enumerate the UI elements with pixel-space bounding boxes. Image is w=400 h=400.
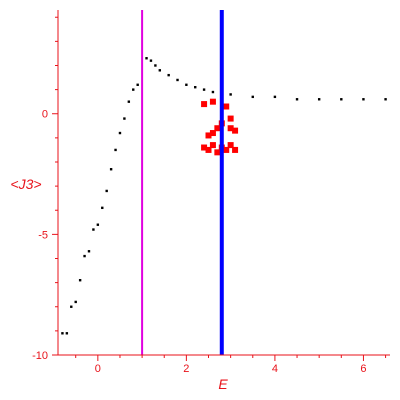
data-point-s1-2 <box>209 142 216 149</box>
x-tick-label-6: 6 <box>360 363 366 375</box>
data-point-s0-19 <box>149 59 153 62</box>
data-point-s0-24 <box>185 83 188 86</box>
data-point-s0-14 <box>123 117 126 120</box>
data-point-s1-13 <box>232 127 239 134</box>
data-point-s0-7 <box>92 228 95 231</box>
data-point-s1-3 <box>214 149 221 156</box>
data-point-s0-21 <box>158 69 162 72</box>
y-tick-label--5: -5 <box>38 229 48 241</box>
data-point-s1-0 <box>201 144 208 151</box>
data-point-s1-5 <box>223 146 230 153</box>
data-point-s0-1 <box>65 332 69 335</box>
x-tick-label-0: 0 <box>95 363 101 375</box>
data-point-s0-20 <box>154 64 157 67</box>
data-point-s1-14 <box>201 101 208 108</box>
data-point-s0-3 <box>74 300 77 304</box>
x-tick-label-4: 4 <box>272 363 278 375</box>
data-point-s0-33 <box>340 98 343 101</box>
data-point-s0-28 <box>229 93 232 96</box>
data-point-s0-13 <box>118 131 122 135</box>
data-point-s0-31 <box>295 98 299 101</box>
data-point-s0-8 <box>96 223 100 226</box>
y-tick-label-0: 0 <box>42 109 48 121</box>
data-point-s0-22 <box>167 73 170 77</box>
data-point-s0-32 <box>317 98 321 101</box>
y-tick-label--10: -10 <box>32 350 48 362</box>
data-point-s1-12 <box>227 125 234 132</box>
data-point-s0-5 <box>83 254 86 258</box>
data-point-s0-2 <box>70 305 73 308</box>
data-point-s1-8 <box>205 132 212 139</box>
data-point-s0-11 <box>109 168 113 171</box>
data-point-s0-27 <box>211 90 215 94</box>
reference-lines-layer <box>141 10 224 355</box>
data-point-s1-16 <box>223 103 230 110</box>
data-point-s0-15 <box>127 100 131 103</box>
data-point-s0-23 <box>176 78 179 82</box>
data-point-s1-1 <box>205 146 212 153</box>
data-point-s0-12 <box>114 148 117 152</box>
data-point-s1-7 <box>232 146 239 153</box>
x-axis-title: E <box>218 376 228 392</box>
data-point-s1-10 <box>214 125 221 132</box>
data-point-s1-17 <box>227 115 234 122</box>
data-point-s0-16 <box>132 88 135 91</box>
data-point-s0-34 <box>362 98 365 101</box>
axes-layer <box>57 10 390 356</box>
data-point-s1-9 <box>209 130 216 137</box>
data-point-s0-29 <box>251 95 254 99</box>
data-point-s0-10 <box>105 189 108 193</box>
data-point-s0-25 <box>194 86 197 89</box>
data-point-s1-15 <box>209 98 216 105</box>
ticks-layer: 0 2 4 6 0 -5 -10 <box>32 16 387 375</box>
data-point-s0-35 <box>384 98 387 101</box>
data-point-s0-18 <box>145 57 148 60</box>
data-point-s0-6 <box>87 250 91 253</box>
data-point-s0-30 <box>273 95 277 99</box>
data-point-s0-17 <box>136 83 139 86</box>
data-point-s0-26 <box>202 88 206 91</box>
data-point-s0-9 <box>101 206 104 210</box>
x-tick-label-2: 2 <box>183 363 189 375</box>
data-point-s0-0 <box>61 332 64 335</box>
data-point-s0-4 <box>78 279 82 282</box>
y-axis-title: <J3> <box>10 176 41 192</box>
data-point-s1-6 <box>227 142 234 149</box>
